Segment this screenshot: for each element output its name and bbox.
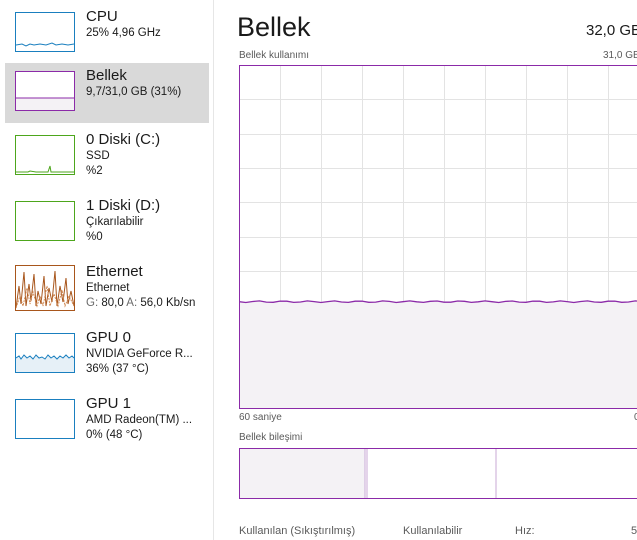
in-use-compressed-label: Kullanılan (Sıkıştırılmış) bbox=[239, 525, 356, 537]
gpu0-usage-text: 36% (37 °C) bbox=[86, 363, 149, 375]
memory-usage-max: 31,0 GB bbox=[603, 50, 637, 61]
memory-thumbnail-graph bbox=[15, 71, 75, 111]
sidebar-item-label: 1 Diski (D:) bbox=[86, 197, 161, 214]
disk0-type-text: SSD bbox=[86, 150, 110, 162]
sidebar-item-label: Bellek bbox=[86, 67, 127, 84]
memory-detail-panel: Bellek 32,0 GB Bellek kullanımı 31,0 GB … bbox=[214, 0, 637, 540]
sidebar-item-disk-0[interactable]: 0 Diski (C:) SSD %2 bbox=[5, 127, 209, 187]
memory-composition-label: Bellek bileşimi bbox=[239, 432, 303, 443]
sidebar-item-label: Ethernet bbox=[86, 263, 143, 280]
disk0-thumbnail-graph bbox=[15, 135, 75, 175]
page-title: Bellek bbox=[237, 12, 311, 42]
ethernet-receive-label: A: bbox=[126, 297, 138, 309]
total-memory: 32,0 GB bbox=[586, 22, 637, 39]
disk0-usage-text: %2 bbox=[86, 165, 103, 177]
sidebar-item-gpu-1[interactable]: GPU 1 AMD Radeon(TM) ... 0% (48 °C) bbox=[5, 391, 209, 451]
ethernet-adapter-text: Ethernet bbox=[86, 282, 130, 294]
ethernet-thumbnail-graph bbox=[15, 265, 75, 311]
gpu1-model-text: AMD Radeon(TM) ... bbox=[86, 414, 193, 426]
time-span-label: 60 saniye bbox=[239, 412, 282, 423]
ethernet-receive-value: 56,0 Kb/sn bbox=[140, 297, 196, 309]
sidebar-item-gpu-0[interactable]: GPU 0 NVIDIA GeForce R... 36% (37 °C) bbox=[5, 325, 209, 385]
composition-border bbox=[239, 448, 637, 499]
composition-in-use-segment bbox=[240, 449, 365, 498]
memory-usage-text: 9,7/31,0 GB (31%) bbox=[86, 86, 182, 98]
sidebar-item-label: CPU bbox=[86, 8, 118, 25]
sidebar-item-ethernet[interactable]: Ethernet Ethernet G: 80,0 A: 56,0 Kb/sn bbox=[5, 259, 209, 319]
sidebar-item-label: GPU 1 bbox=[86, 395, 132, 412]
ethernet-send-label: G: bbox=[86, 297, 99, 309]
disk1-usage-text: %0 bbox=[86, 231, 103, 243]
speed-value: 5 bbox=[631, 525, 637, 537]
memory-composition-bar bbox=[239, 448, 637, 499]
gpu0-model-text: NVIDIA GeForce R... bbox=[86, 348, 193, 360]
gpu0-thumbnail-graph bbox=[15, 333, 75, 373]
sidebar-item-disk-1[interactable]: 1 Diski (D:) Çıkarılabilir %0 bbox=[5, 193, 209, 253]
disk1-thumbnail-graph bbox=[15, 201, 75, 241]
gpu1-usage-text: 0% (48 °C) bbox=[86, 429, 143, 441]
sidebar-item-cpu[interactable]: CPU 25% 4,96 GHz bbox=[5, 4, 209, 64]
ethernet-send-value: 80,0 bbox=[101, 297, 124, 309]
cpu-thumbnail-graph bbox=[15, 12, 75, 52]
gpu1-thumbnail-graph bbox=[15, 399, 75, 439]
graph-border bbox=[239, 65, 637, 409]
sidebar-item-label: GPU 0 bbox=[86, 329, 132, 346]
available-label: Kullanılabilir bbox=[403, 525, 463, 537]
sidebar-item-memory[interactable]: Bellek 9,7/31,0 GB (31%) bbox=[5, 63, 209, 123]
sidebar-item-label: 0 Diski (C:) bbox=[86, 131, 161, 148]
ethernet-throughput-text: G: 80,0 A: 56,0 Kb/sn bbox=[86, 296, 206, 311]
memory-usage-area bbox=[239, 300, 637, 408]
sidebar: CPU 25% 4,96 GHz Bellek 9,7/31,0 GB (31%… bbox=[0, 0, 214, 540]
disk1-type-text: Çıkarılabilir bbox=[86, 216, 144, 228]
memory-usage-graph bbox=[239, 65, 637, 409]
speed-label: Hız: bbox=[515, 525, 535, 537]
memory-usage-label: Bellek kullanımı bbox=[239, 50, 310, 61]
cpu-usage-text: 25% 4,96 GHz bbox=[86, 27, 161, 39]
memory-usage-line bbox=[239, 300, 637, 304]
time-end-label: 0 bbox=[634, 412, 637, 423]
